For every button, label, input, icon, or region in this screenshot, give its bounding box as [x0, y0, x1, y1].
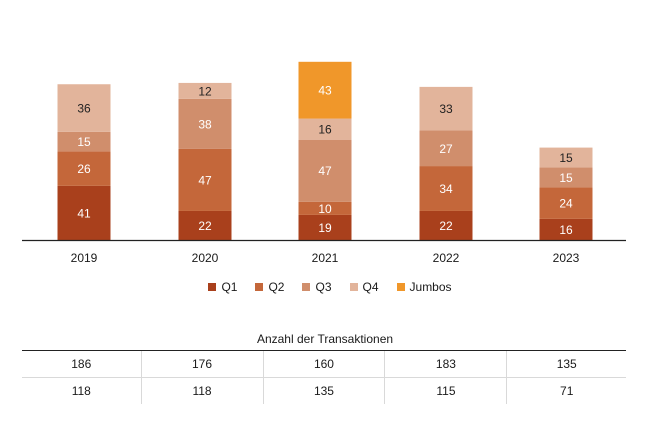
- bar-q1-2023: [539, 218, 593, 240]
- bar-jumbos-2021: [298, 61, 352, 119]
- bar-q4-2020: [178, 82, 232, 99]
- data-label: 34: [439, 182, 453, 196]
- data-label: 26: [77, 162, 91, 176]
- legend-label-q2: Q2: [268, 280, 285, 294]
- data-label: 43: [318, 84, 332, 98]
- legend-swatch-q4: [349, 283, 358, 291]
- table-cell: 115: [384, 377, 507, 404]
- table-cell: 135: [506, 350, 626, 378]
- bar-q3-2020: [178, 98, 232, 149]
- table-cell: 183: [384, 350, 507, 378]
- bar-q2-2021: [298, 201, 352, 215]
- bar-q4-2019: [57, 84, 111, 132]
- bar-q3-2022: [419, 130, 473, 167]
- data-label: 36: [77, 102, 91, 116]
- bar-q4-2023: [539, 147, 593, 168]
- bar-q3-2019: [57, 131, 111, 152]
- table-cell: 160: [262, 350, 385, 378]
- table-cell: 176: [140, 350, 263, 378]
- data-label: 15: [559, 171, 573, 185]
- data-label: 41: [77, 206, 91, 220]
- data-label: 22: [198, 219, 212, 233]
- data-label: 15: [77, 135, 91, 149]
- x-tick-label: 2021: [312, 251, 339, 265]
- data-label: 16: [559, 223, 573, 237]
- data-label: 12: [198, 84, 212, 98]
- legend-item-q1: Q1: [208, 280, 237, 294]
- data-label: 33: [439, 102, 453, 116]
- data-label: 10: [318, 202, 332, 216]
- table-cell: 118: [71, 384, 91, 398]
- bar-q3-2023: [539, 167, 593, 188]
- legend-label-q1: Q1: [221, 280, 238, 294]
- table-row: 118 118 135 115 71: [22, 377, 626, 404]
- table-cell: 135: [262, 377, 385, 404]
- legend-item-q4: Q4: [349, 280, 379, 294]
- data-label: 19: [318, 221, 332, 235]
- transactions-table: 186 176 160 183 135 118 118 135 115 71: [22, 350, 626, 404]
- x-tick-label: 2020: [192, 251, 219, 265]
- bar-q2-2019: [57, 151, 111, 186]
- table-cell: 186: [22, 350, 142, 378]
- data-label: 38: [198, 117, 212, 131]
- bar-q4-2022: [419, 86, 473, 131]
- bar-q1-2020: [178, 210, 232, 240]
- x-tick-label: 2022: [433, 251, 460, 265]
- legend-label-q4: Q4: [362, 280, 379, 294]
- bar-q2-2023: [539, 187, 593, 219]
- bar-q3-2021: [298, 139, 352, 202]
- data-label: 22: [439, 219, 453, 233]
- data-label: 16: [318, 123, 332, 137]
- data-label: 15: [559, 151, 573, 165]
- legend-label-jumbos: Jumbos: [409, 280, 452, 294]
- table-title: Anzahl der Transaktionen: [256, 332, 394, 346]
- table-cell: 118: [140, 377, 263, 404]
- bar-q1-2019: [57, 185, 111, 240]
- data-label: 27: [439, 142, 453, 156]
- legend-swatch-jumbos: [396, 283, 405, 291]
- bar-q2-2022: [419, 166, 473, 211]
- legend-swatch-q1: [208, 283, 217, 291]
- data-label: 24: [559, 197, 573, 211]
- data-label: 47: [318, 164, 332, 178]
- stacked-bar-chart: 41 26 15 36 2019 22 47 38 12 2020 19 10 47 16 43 2021 22…: [22, 61, 626, 265]
- table-cell: 71: [506, 377, 626, 404]
- x-tick-label: 2019: [71, 251, 98, 265]
- chart-legend: Q1 Q2 Q3 Q4 Jumbos: [0, 280, 660, 294]
- legend-item-jumbos: Jumbos: [396, 280, 452, 294]
- bar-q1-2021: [298, 214, 352, 240]
- legend-item-q3: Q3: [302, 280, 332, 294]
- bar-q4-2021: [298, 118, 352, 140]
- legend-swatch-q3: [302, 283, 311, 291]
- x-tick-label: 2023: [553, 251, 580, 265]
- table-row: 186 176 160 183 135: [22, 350, 626, 378]
- bar-q2-2020: [178, 148, 232, 211]
- legend-label-q3: Q3: [315, 280, 332, 294]
- data-label: 47: [198, 173, 212, 187]
- legend-swatch-q2: [255, 283, 264, 291]
- bar-q1-2022: [419, 210, 473, 240]
- legend-item-q2: Q2: [255, 280, 284, 294]
